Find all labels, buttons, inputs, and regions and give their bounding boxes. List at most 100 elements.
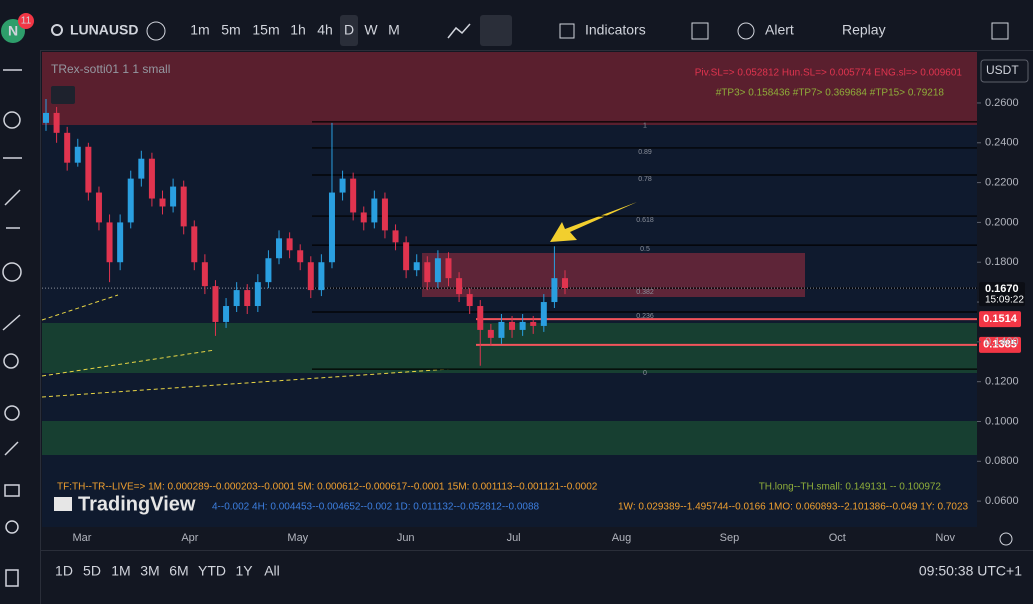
- fib-label: 0.382: [636, 289, 654, 296]
- x-tick-label: Oct: [829, 532, 846, 544]
- currency-select[interactable]: [980, 59, 1029, 83]
- interval-button[interactable]: D: [344, 22, 354, 38]
- y-tick-label: 0.2000: [985, 216, 1019, 228]
- tool-icon[interactable]: [4, 189, 21, 206]
- avatar[interactable]: [1, 19, 25, 43]
- layout-icon[interactable]: [691, 22, 709, 40]
- interval-button[interactable]: 15m: [252, 22, 279, 38]
- alert-icon[interactable]: [737, 22, 755, 40]
- candle-body: [53, 112, 60, 133]
- candle-body: [445, 258, 452, 279]
- candle-body: [254, 282, 261, 307]
- x-tick-label: Mar: [73, 532, 92, 544]
- interval-button[interactable]: 5m: [221, 22, 240, 38]
- price-tag: [979, 311, 1021, 328]
- candle-body: [276, 238, 283, 259]
- pivot-text: Piv.SL=> 0.052812 Hun.SL=> 0.005774 ENG.…: [695, 68, 963, 79]
- red-box: [422, 253, 805, 297]
- tool-icon[interactable]: [4, 405, 20, 421]
- info-blue: 4--0.002 4H: 0.004453--0.004652--0.002 1…: [212, 502, 540, 513]
- chart-type-line[interactable]: [447, 23, 471, 39]
- tool-icon[interactable]: [3, 353, 19, 369]
- indicator-name: TRex-sotti01 1 1 small: [51, 62, 170, 76]
- add-symbol[interactable]: [146, 21, 166, 41]
- trend-line: [41, 368, 451, 398]
- y-tick-label: 0.1000: [985, 415, 1019, 427]
- interval-button[interactable]: 1h: [290, 22, 306, 38]
- x-tick-label: Aug: [612, 532, 632, 544]
- tool-icon[interactable]: [4, 441, 19, 456]
- candle-body: [413, 262, 420, 271]
- green-zone: [42, 323, 977, 373]
- fib-label: 0.618: [636, 217, 654, 224]
- tp-text: #TP3> 0.158436 #TP7> 0.369684 #TP15> 0.7…: [716, 88, 945, 99]
- interval-button[interactable]: 4h: [317, 22, 333, 38]
- candle-body: [360, 212, 367, 223]
- interval-button[interactable]: M: [388, 22, 400, 38]
- alert-button[interactable]: Alert: [765, 22, 794, 38]
- candle-body: [530, 321, 537, 326]
- range-button[interactable]: 1D: [55, 563, 73, 579]
- indicators-icon[interactable]: [559, 23, 575, 39]
- search-icon[interactable]: [51, 24, 63, 36]
- trend-line: [41, 294, 119, 321]
- range-button[interactable]: 5D: [83, 563, 101, 579]
- fib-label: 0: [643, 370, 647, 377]
- tool-icon[interactable]: [5, 569, 19, 587]
- bottom-bar: [41, 550, 1033, 604]
- range-button[interactable]: 1Y: [235, 563, 253, 579]
- badge: [18, 13, 34, 29]
- candle-body: [519, 321, 526, 330]
- time-axis: [41, 527, 977, 550]
- candle-type[interactable]: [480, 15, 512, 46]
- range-button[interactable]: 3M: [140, 563, 159, 579]
- symbol[interactable]: LUNAUSD: [70, 22, 138, 38]
- candle-body: [180, 186, 187, 227]
- currency[interactable]: USDT: [986, 63, 1019, 77]
- fib-label: 0.236: [636, 313, 654, 320]
- y-tick-label: 0.1400: [985, 336, 1019, 348]
- tool-icon[interactable]: [2, 262, 22, 282]
- candle-body: [286, 238, 293, 251]
- x-tick-label: Jul: [507, 532, 521, 544]
- drawing-tools: [2, 69, 22, 587]
- candle-body: [381, 198, 388, 231]
- tool-icon[interactable]: [5, 520, 19, 534]
- candle-body: [191, 226, 198, 263]
- range-button[interactable]: YTD: [198, 563, 226, 579]
- candle-body: [403, 242, 410, 271]
- tool-icon[interactable]: [4, 484, 20, 497]
- range-button[interactable]: 1M: [111, 563, 130, 579]
- tool-icon[interactable]: [3, 111, 21, 129]
- countdown: 15:09:22: [985, 295, 1024, 306]
- candle-body: [328, 192, 335, 263]
- indicators-button[interactable]: Indicators: [585, 22, 646, 38]
- candle-body: [223, 306, 230, 322]
- candle-body: [434, 258, 441, 283]
- tool-icon[interactable]: [2, 314, 21, 331]
- y-tick-label: 0.2600: [985, 97, 1019, 109]
- candle-body: [148, 158, 155, 199]
- info-long: 1W: 0.029389--1.495744--0.0166 1MO: 0.06…: [618, 502, 969, 513]
- red-zone: [42, 52, 977, 125]
- x-tick-label: Apr: [181, 532, 198, 544]
- candle-body: [392, 230, 399, 243]
- candle-body: [339, 178, 346, 193]
- green-zone: [42, 421, 977, 455]
- candle-body: [498, 321, 505, 338]
- fullscreen-icon[interactable]: [991, 22, 1009, 40]
- candle-body: [540, 302, 547, 326]
- range-button[interactable]: All: [264, 563, 280, 579]
- candle-body: [487, 329, 494, 338]
- price-tag-label: 0.1514: [983, 313, 1018, 325]
- replay-button[interactable]: Replay: [842, 22, 886, 38]
- x-tick-label: Jun: [397, 532, 415, 544]
- settings-icon[interactable]: [999, 532, 1013, 546]
- interval-button[interactable]: 1m: [190, 22, 209, 38]
- interval-button[interactable]: W: [364, 22, 378, 38]
- collapse-button[interactable]: [51, 86, 75, 104]
- candle-body: [201, 262, 208, 287]
- range-button[interactable]: 6M: [169, 563, 188, 579]
- candle-body: [551, 278, 558, 303]
